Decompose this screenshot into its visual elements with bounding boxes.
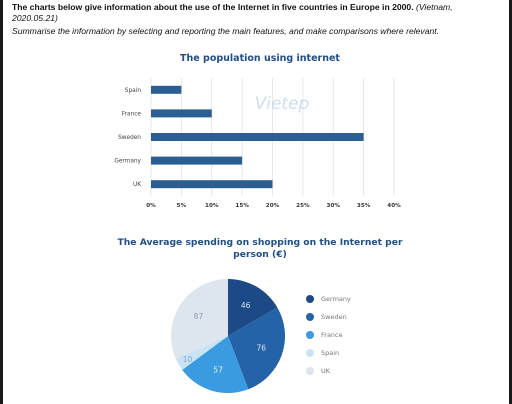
pie-value-label: 87	[194, 312, 204, 321]
legend-swatch	[306, 349, 314, 357]
x-tick-label: 0%	[146, 203, 156, 209]
legend-swatch	[306, 313, 314, 321]
bar-chart-title: The population using internet	[180, 53, 340, 64]
x-tick-label: 15%	[235, 203, 249, 209]
pie-value-label: 57	[213, 365, 223, 374]
watermark: Vietep	[255, 94, 310, 114]
legend-label: UK	[321, 367, 331, 375]
pie-slice-spain	[175, 336, 228, 370]
bar-sweden	[151, 133, 364, 141]
task-statement: The charts below give information about …	[12, 2, 414, 12]
legend-item: Germany	[306, 290, 351, 308]
legend-label: Sweden	[321, 313, 347, 321]
pie-slice-france	[182, 336, 249, 393]
pie-chart-title: The Average spending on shopping on the …	[117, 237, 403, 260]
legend-item: Spain	[306, 344, 351, 362]
legend-item: Sweden	[306, 308, 351, 326]
pie-slice-uk	[170, 279, 228, 359]
legend-label: Spain	[321, 349, 340, 357]
task-instruction: Summarise the information by selecting a…	[12, 26, 440, 36]
pie-slice-sweden	[228, 307, 285, 390]
task-source: (Vietnam, 2020.05.21)	[12, 2, 453, 23]
category-label: Spain	[125, 88, 142, 94]
bar-spain	[151, 85, 182, 94]
legend-swatch	[306, 331, 314, 339]
x-tick-label: 35%	[357, 203, 371, 209]
category-label: UK	[133, 182, 141, 188]
legend-label: Germany	[321, 295, 351, 303]
bar-uk	[151, 180, 273, 189]
pie-value-label: 46	[241, 301, 251, 310]
x-tick-label: 40%	[387, 203, 401, 209]
task-prompt: The charts below give information about …	[12, 2, 492, 24]
legend-item: UK	[306, 362, 351, 380]
legend-item: France	[306, 326, 351, 344]
task-header: The charts below give information about …	[12, 2, 492, 37]
category-label: Germany	[114, 159, 141, 165]
category-label: Sweden	[118, 135, 141, 141]
pie-slice-germany	[228, 279, 278, 336]
legend-swatch	[306, 295, 314, 303]
x-tick-label: 20%	[266, 203, 280, 209]
category-label: France	[122, 111, 142, 117]
pie-value-label: 10	[183, 355, 193, 364]
x-tick-label: 10%	[205, 203, 219, 209]
bar-france	[151, 109, 212, 118]
legend-label: France	[321, 331, 343, 339]
bar-germany	[151, 156, 243, 165]
x-tick-label: 25%	[296, 203, 310, 209]
x-tick-label: 5%	[177, 203, 187, 209]
pie-value-label: 76	[257, 343, 267, 352]
legend-swatch	[306, 367, 314, 375]
pie-legend: Germany Sweden France Spain UK	[306, 290, 351, 380]
x-tick-label: 30%	[327, 203, 341, 209]
